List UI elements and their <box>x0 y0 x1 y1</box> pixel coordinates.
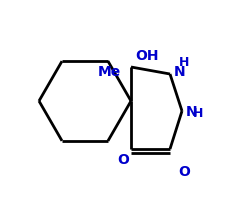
Text: O: O <box>117 152 129 166</box>
Text: Me: Me <box>97 65 121 79</box>
Text: N: N <box>174 65 186 79</box>
Text: OH: OH <box>135 49 159 63</box>
Text: O: O <box>178 164 190 178</box>
Text: N: N <box>186 104 198 118</box>
Text: H: H <box>193 107 203 120</box>
Text: H: H <box>179 56 189 69</box>
